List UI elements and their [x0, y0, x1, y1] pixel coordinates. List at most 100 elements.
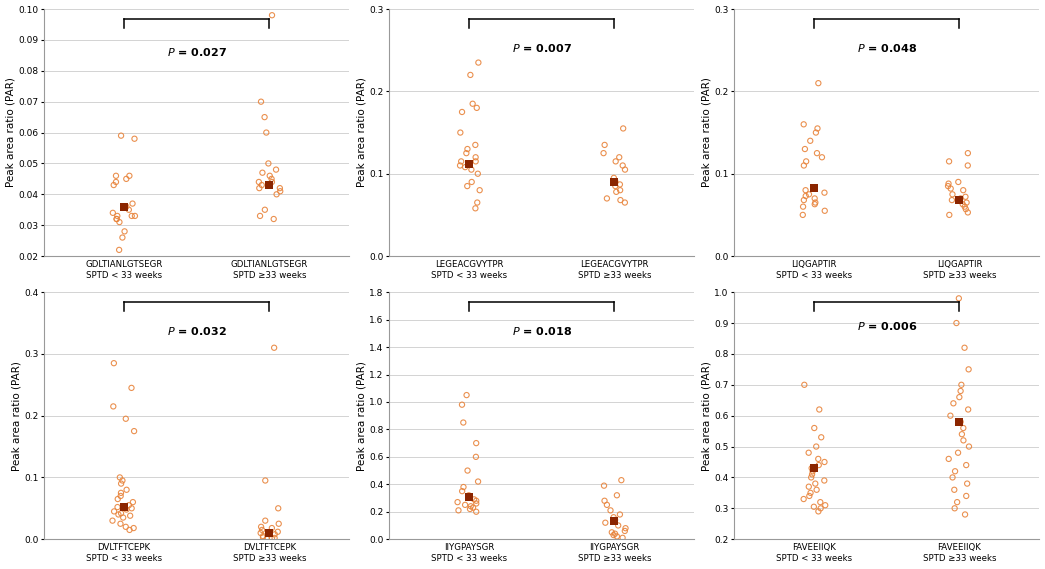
Point	[467, 152, 484, 162]
Point	[253, 97, 270, 106]
Point	[940, 179, 957, 188]
Point	[255, 531, 272, 541]
Point	[123, 384, 140, 393]
Point	[805, 467, 821, 476]
Point	[945, 399, 961, 408]
Point	[256, 113, 273, 122]
Point	[256, 205, 273, 215]
Point	[263, 174, 280, 183]
Point	[458, 390, 474, 399]
Point	[806, 502, 822, 512]
Point	[605, 174, 622, 183]
Point	[106, 507, 122, 516]
Point	[807, 198, 823, 207]
Point	[112, 519, 129, 528]
Point	[109, 502, 125, 512]
Point	[607, 178, 624, 187]
Point	[948, 319, 965, 328]
Point	[120, 205, 137, 215]
Point	[116, 202, 133, 211]
Point	[459, 466, 475, 475]
Point	[939, 182, 956, 191]
Point	[463, 178, 480, 187]
Point	[462, 502, 479, 511]
Point	[617, 198, 633, 207]
Point	[947, 467, 963, 476]
Point	[468, 104, 485, 113]
Point	[454, 486, 470, 496]
Point	[464, 99, 481, 108]
Y-axis label: Peak area ratio (PAR): Peak area ratio (PAR)	[11, 361, 21, 471]
Point	[451, 161, 468, 170]
Point	[466, 495, 483, 504]
Point	[456, 483, 472, 492]
Point	[618, 523, 634, 533]
Point	[596, 149, 612, 158]
Point	[795, 161, 812, 170]
Point	[807, 200, 823, 209]
Point	[258, 534, 275, 543]
Point	[796, 145, 813, 154]
Point	[956, 343, 973, 352]
Point	[468, 496, 485, 505]
Point	[803, 473, 819, 482]
Point	[114, 233, 131, 242]
Point	[106, 358, 122, 368]
Point	[118, 505, 135, 514]
Point	[467, 157, 484, 166]
Point	[251, 178, 268, 187]
Point	[956, 202, 973, 211]
Point	[953, 430, 970, 439]
Point	[268, 165, 284, 174]
Point	[263, 11, 280, 20]
Point	[806, 464, 822, 473]
Point	[461, 159, 478, 168]
Point	[797, 157, 814, 166]
Point	[121, 171, 138, 180]
Point	[951, 294, 968, 303]
Point	[957, 205, 974, 214]
Point	[272, 184, 288, 193]
Point	[126, 211, 143, 220]
Point	[951, 196, 968, 205]
Point	[613, 476, 630, 485]
Point	[126, 134, 143, 143]
Point	[949, 497, 966, 506]
Point	[804, 470, 820, 479]
Point	[614, 124, 631, 133]
Point	[266, 533, 283, 542]
Point	[606, 178, 623, 187]
Point	[611, 510, 628, 519]
Point	[253, 180, 270, 189]
Point	[111, 217, 127, 226]
Point	[263, 534, 280, 543]
Text: $\mathit{P}$ = 0.032: $\mathit{P}$ = 0.032	[167, 325, 227, 337]
Point	[956, 510, 973, 519]
Point	[795, 494, 812, 504]
Point	[952, 386, 969, 395]
Point	[118, 485, 135, 494]
Point	[452, 157, 469, 166]
Point	[469, 198, 486, 207]
Point	[263, 178, 280, 187]
Point	[271, 519, 287, 528]
Point	[813, 433, 830, 442]
Point	[816, 457, 833, 467]
Point	[124, 497, 141, 506]
Point	[113, 479, 130, 488]
Point	[802, 136, 818, 145]
Point	[471, 185, 488, 195]
Point	[467, 204, 484, 213]
Point	[942, 411, 958, 420]
Point	[117, 414, 134, 423]
Point	[261, 171, 278, 180]
Point	[607, 516, 624, 525]
Point	[459, 145, 475, 154]
Point	[462, 505, 479, 514]
Point	[800, 482, 817, 491]
Point	[465, 503, 482, 512]
Point	[955, 423, 972, 432]
Point	[617, 526, 633, 535]
Point	[265, 215, 282, 224]
Point	[455, 418, 471, 427]
